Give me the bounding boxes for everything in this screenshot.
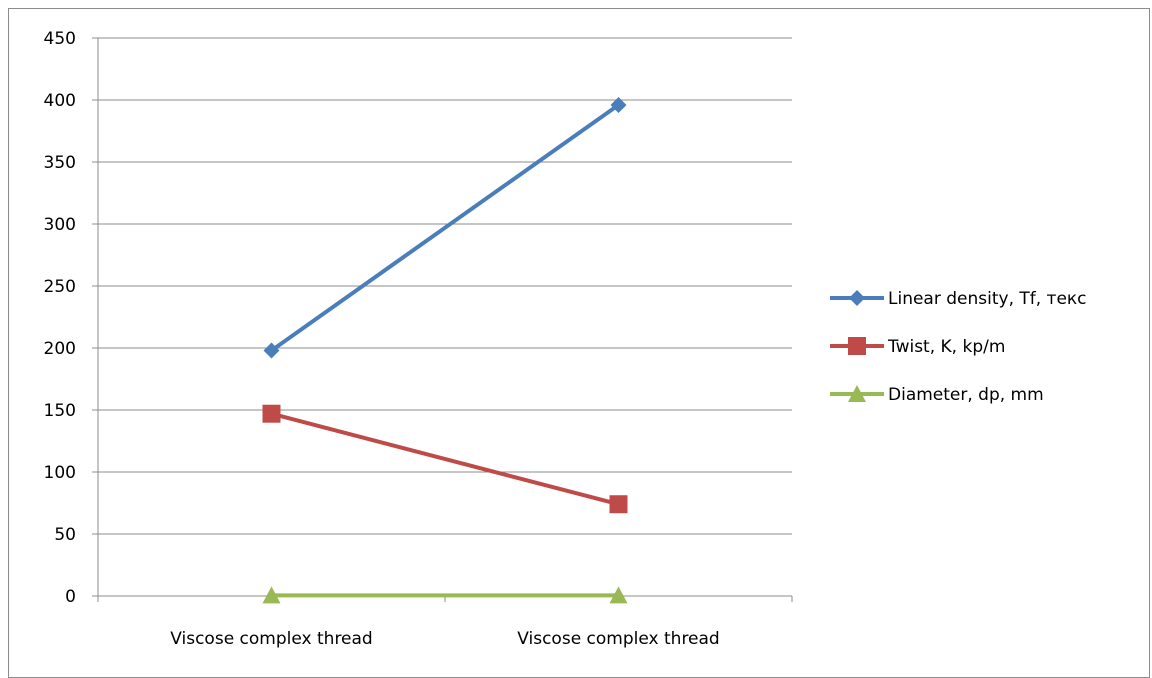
data-point-marker: [609, 495, 628, 514]
y-tick-label: 100: [44, 463, 76, 483]
data-point-marker: [263, 342, 280, 359]
legend-item: Diameter, dp, mm: [830, 385, 1044, 405]
y-tick-label: 350: [44, 153, 76, 173]
legend-item: Twist, K, kp/m: [830, 337, 1005, 357]
legend-label: Diameter, dp, mm: [888, 385, 1044, 405]
series-line: [269, 411, 621, 507]
x-axis-tick-labels: Viscose complex thread Viscose complex th…: [170, 629, 719, 649]
y-tick-label: 0: [65, 587, 76, 607]
legend-label: Twist, K, kp/m: [887, 337, 1005, 357]
legend-item: Linear density, Tf, текс: [830, 289, 1087, 309]
series-1: [263, 96, 627, 359]
legend-marker: [849, 290, 865, 306]
legend-marker: [848, 337, 866, 355]
series-lines: [262, 96, 628, 604]
y-tick-label: 400: [44, 91, 76, 111]
series-2: [262, 404, 628, 514]
data-point-marker: [610, 96, 627, 113]
y-tick-label: 50: [54, 525, 76, 545]
y-tick-label: 250: [44, 277, 76, 297]
y-tick-label: 150: [44, 401, 76, 421]
data-point-marker: [262, 586, 281, 604]
chart-frame: [8, 8, 1150, 678]
data-point-marker: [262, 404, 281, 423]
y-tick-label: 300: [44, 215, 76, 235]
legend: Linear density, Tf, текс Twist, K, kp/m Di…: [830, 289, 1087, 405]
legend-marker: [848, 385, 866, 402]
grid-lines: [98, 37, 792, 535]
legend-label: Linear density, Tf, текс: [888, 289, 1087, 309]
x-tick-label: Viscose complex thread: [170, 629, 372, 649]
y-axis-tick-labels: 0 50 100 150 200 250 300 350 400 450: [44, 29, 76, 607]
y-tick-label: 200: [44, 339, 76, 359]
series-3: [262, 586, 628, 604]
y-tick-label: 450: [44, 29, 76, 49]
axes: [92, 37, 793, 602]
data-point-marker: [609, 586, 628, 604]
x-tick-label: Viscose complex thread: [517, 629, 719, 649]
series-line: [269, 102, 621, 353]
